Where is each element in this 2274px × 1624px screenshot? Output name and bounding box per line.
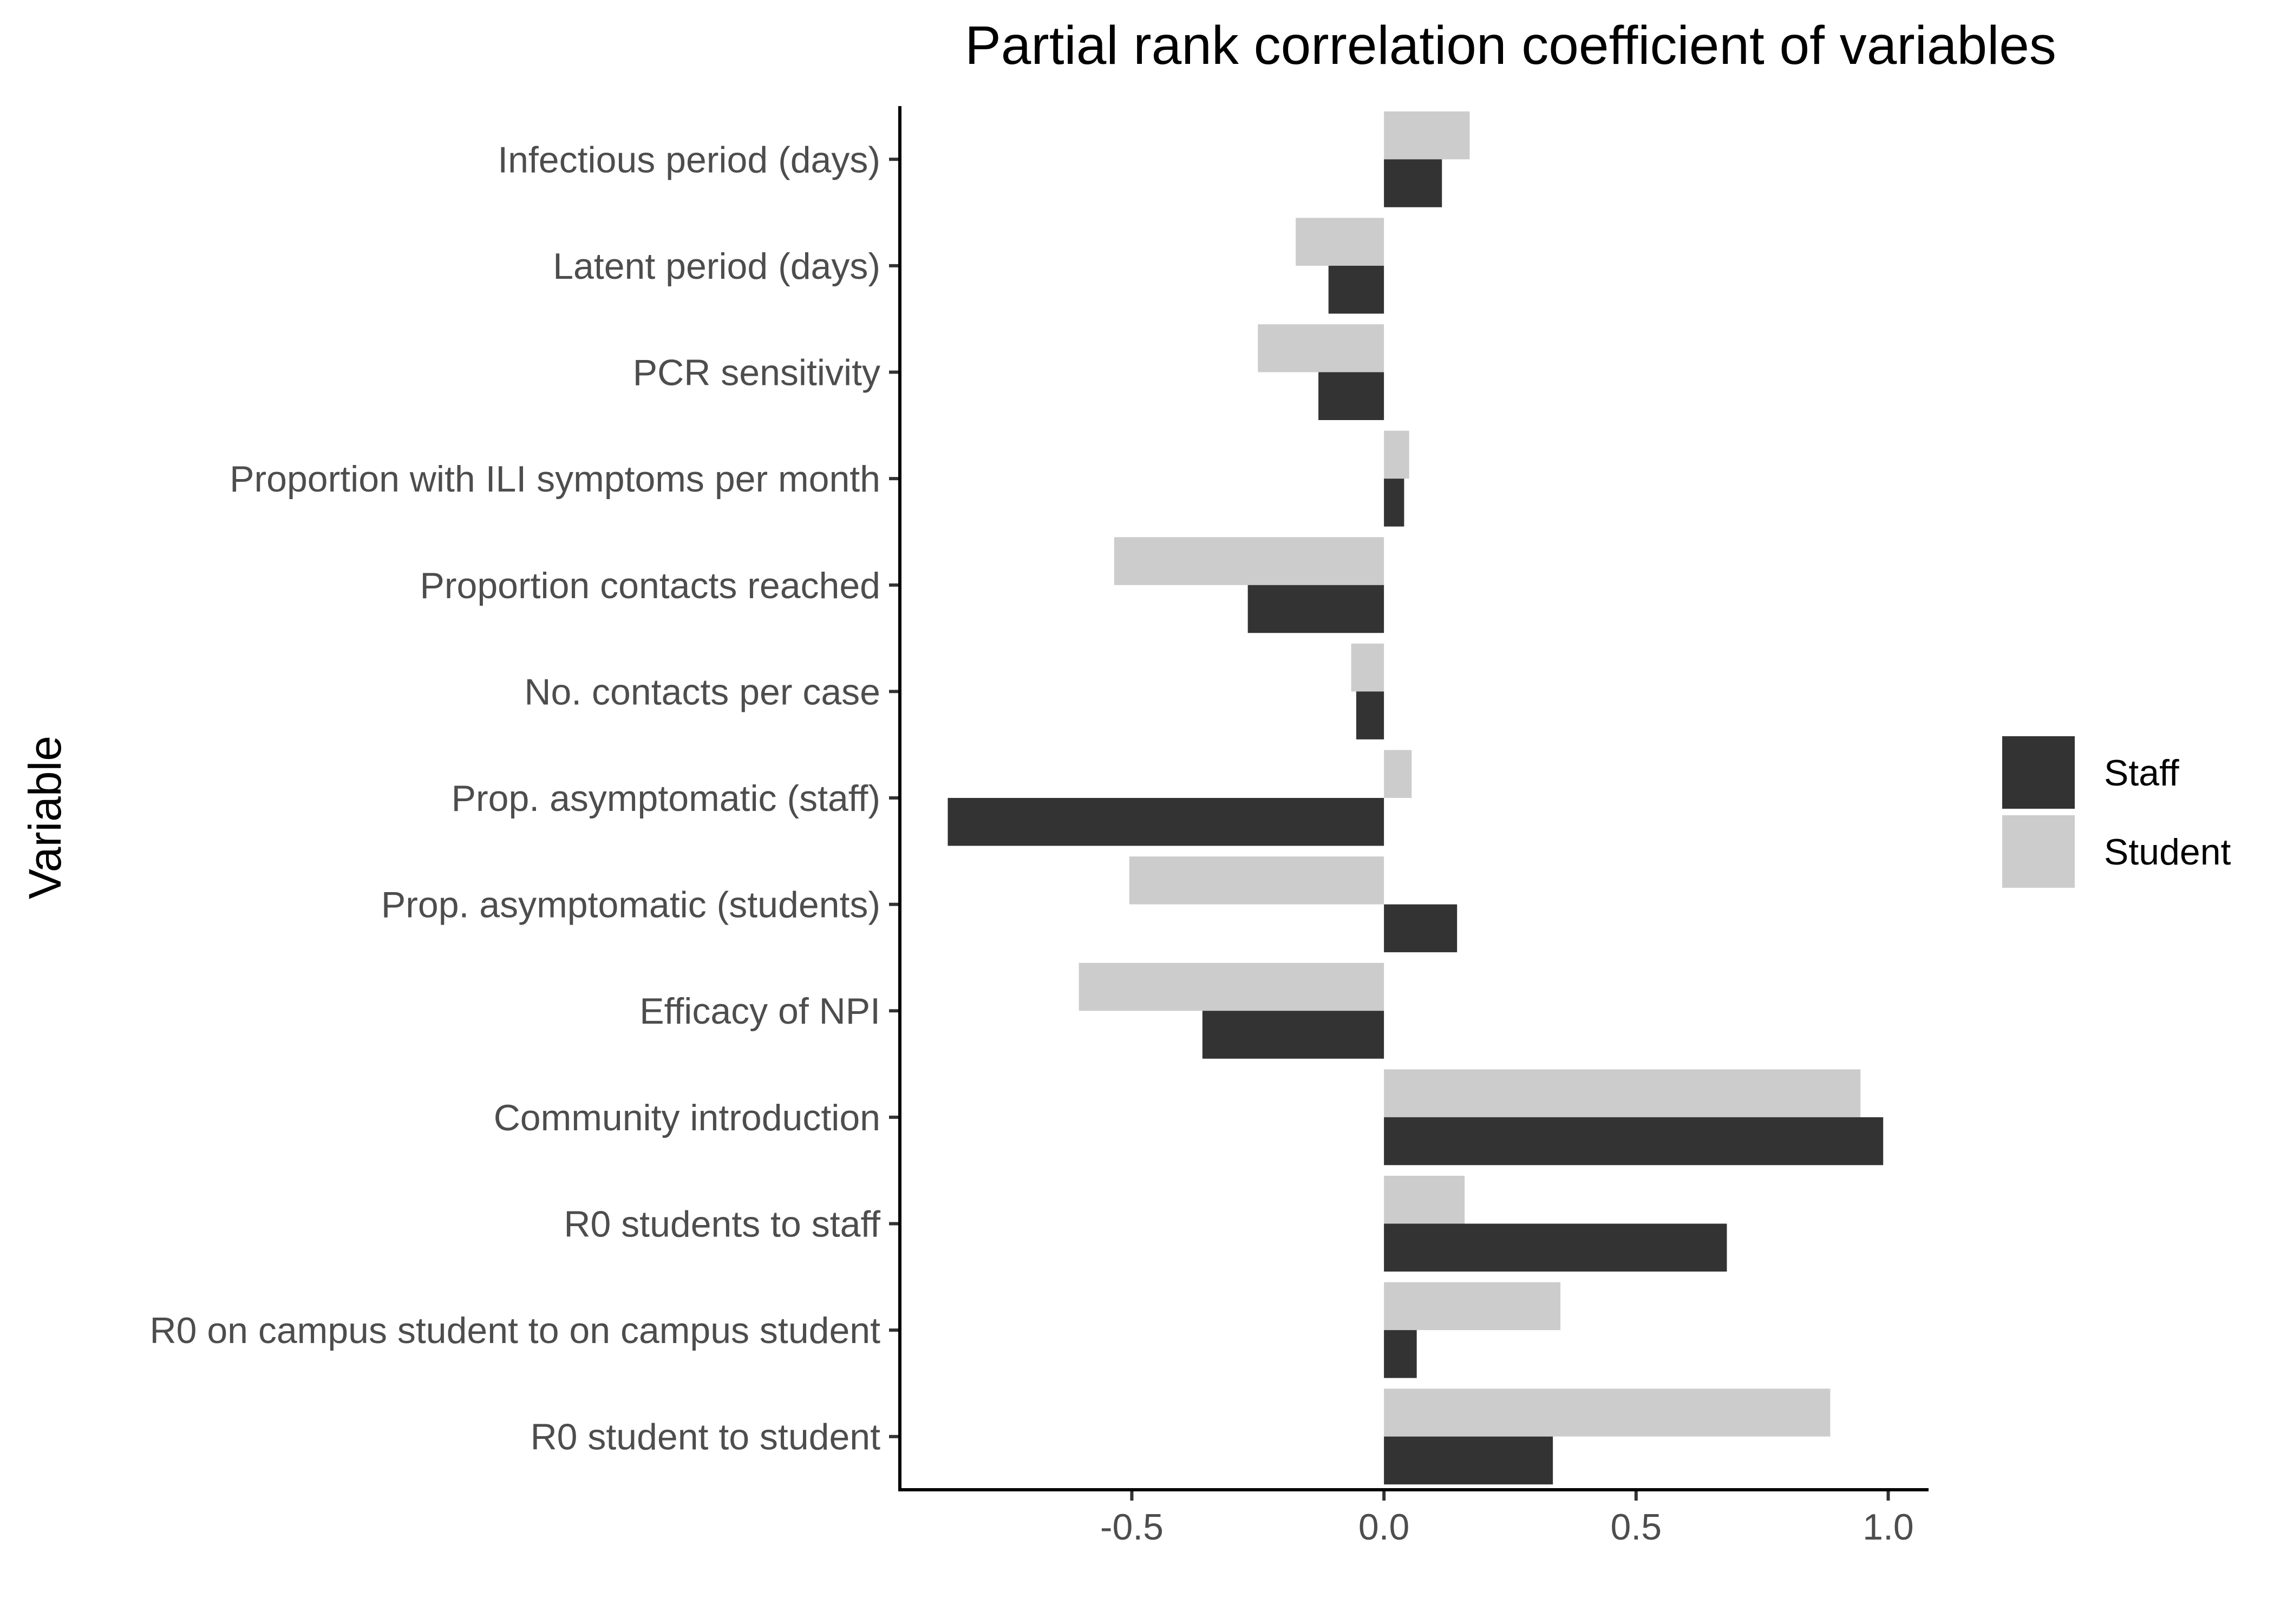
bar-student-prop-asymptomatic-staff <box>1384 750 1412 798</box>
y-axis-title: Variable <box>19 736 70 899</box>
bar-student-r0-on-campus-student-to-on-campus-student <box>1384 1282 1561 1331</box>
bar-student-pcr-sensitivity <box>1258 324 1384 372</box>
category-labels: Infectious period (days) Latent period (d… <box>150 139 900 1458</box>
bar-staff-r0-student-to-student <box>1384 1436 1553 1485</box>
bar-staff-r0-students-to-staff <box>1384 1223 1727 1272</box>
legend-label-staff: Staff <box>2104 752 2179 794</box>
category-label: Proportion contacts reached <box>420 565 881 606</box>
bars-group <box>948 111 1884 1485</box>
category-label: Prop. asymptomatic (students) <box>381 885 880 926</box>
bar-staff-no-contacts-per-case <box>1356 691 1384 739</box>
category-label: PCR sensitivity <box>633 352 880 394</box>
x-axis-ticks: -0.5 0.0 0.5 1.0 <box>1100 1490 1914 1548</box>
legend-key-student <box>2002 815 2075 888</box>
bar-student-infectious-period-days <box>1384 111 1470 160</box>
category-label: Infectious period (days) <box>498 139 880 180</box>
legend-key-staff <box>2002 736 2075 809</box>
bar-staff-infectious-period-days <box>1384 159 1442 207</box>
bar-student-efficacy-of-npi <box>1079 962 1384 1011</box>
category-label: No. contacts per case <box>524 671 880 712</box>
bar-student-r0-student-to-student <box>1384 1389 1831 1437</box>
category-label: R0 student to student <box>531 1417 881 1458</box>
bar-student-r0-students-to-staff <box>1384 1175 1465 1224</box>
bar-staff-pcr-sensitivity <box>1318 372 1384 421</box>
category-label: R0 on campus student to on campus studen… <box>150 1310 881 1351</box>
bar-student-latent-period-days <box>1296 218 1384 266</box>
bar-staff-latent-period-days <box>1328 265 1384 314</box>
legend-label-student: Student <box>2104 831 2231 873</box>
category-label: Proportion with ILI symptoms per month <box>230 459 880 500</box>
x-tick-label: 1.0 <box>1863 1507 1914 1548</box>
bar-staff-proportion-with-ili-symptoms-per-month <box>1384 479 1404 527</box>
bar-staff-community-introduction <box>1384 1117 1884 1165</box>
bar-student-proportion-with-ili-symptoms-per-month <box>1384 430 1409 479</box>
bar-student-community-introduction <box>1384 1069 1861 1117</box>
bar-staff-prop-asymptomatic-students <box>1384 904 1458 953</box>
chart-title: Partial rank correlation coefficient of … <box>965 15 2056 76</box>
x-tick-label: -0.5 <box>1100 1507 1164 1548</box>
bar-student-prop-asymptomatic-students <box>1129 856 1384 905</box>
bar-staff-prop-asymptomatic-staff <box>948 798 1384 846</box>
bar-student-proportion-contacts-reached <box>1114 537 1384 585</box>
category-label: Prop. asymptomatic (staff) <box>452 778 880 819</box>
category-label: Latent period (days) <box>553 246 880 287</box>
category-label: Community introduction <box>494 1097 880 1138</box>
bar-student-no-contacts-per-case <box>1351 643 1384 692</box>
bar-staff-efficacy-of-npi <box>1202 1011 1384 1059</box>
x-tick-label: 0.5 <box>1611 1507 1662 1548</box>
bar-staff-r0-on-campus-student-to-on-campus-student <box>1384 1330 1417 1378</box>
category-label: Efficacy of NPI <box>639 991 880 1032</box>
x-tick-label: 0.0 <box>1358 1507 1410 1548</box>
legend: Staff Student <box>2002 736 2231 888</box>
bar-staff-proportion-contacts-reached <box>1247 585 1384 633</box>
category-label: R0 students to staff <box>564 1203 880 1245</box>
